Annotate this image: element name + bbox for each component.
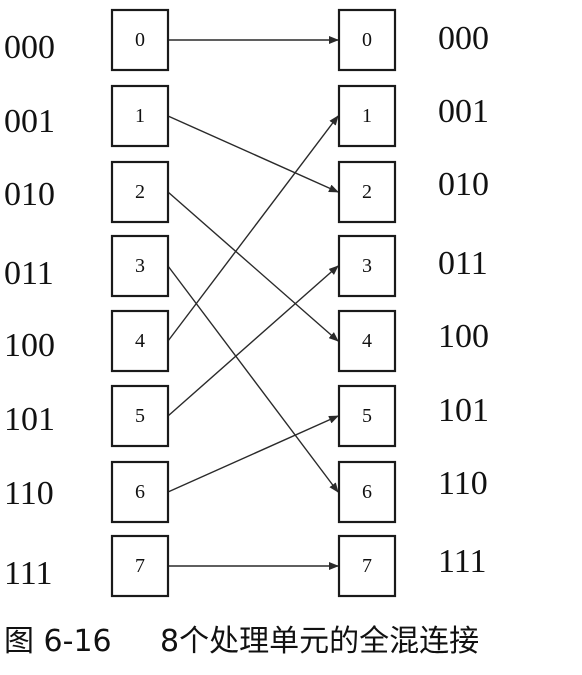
- right-node-7: 7: [337, 534, 397, 598]
- left-node-0: 0: [110, 8, 170, 72]
- left-node-box: [110, 234, 170, 298]
- edge-3-to-6: [167, 265, 339, 493]
- right-binary-label-7: 111: [438, 543, 486, 580]
- left-node-box: [110, 384, 170, 448]
- right-binary-label-4: 100: [438, 318, 489, 355]
- right-node-4: 4: [337, 309, 397, 373]
- left-node-4: 4: [110, 309, 170, 373]
- right-binary-label-2: 010: [438, 166, 489, 203]
- left-node-6: 6: [110, 460, 170, 524]
- right-node-6: 6: [337, 460, 397, 524]
- left-binary-label-5: 101: [4, 401, 55, 438]
- left-binary-label-1: 001: [4, 103, 55, 140]
- right-node-box: [337, 384, 397, 448]
- left-node-box: [110, 534, 170, 598]
- left-node-3: 3: [110, 234, 170, 298]
- figure-caption: 图 6-16 8个处理单元的全混连接: [4, 624, 479, 659]
- right-node-number: 7: [362, 555, 372, 577]
- left-node-box: [110, 309, 170, 373]
- right-binary-label-5: 101: [438, 392, 489, 429]
- left-node-box: [110, 160, 170, 224]
- left-binary-label-0: 000: [4, 29, 55, 66]
- left-node-number: 1: [135, 105, 145, 127]
- edge-1-to-2: [167, 115, 339, 193]
- right-node-number: 6: [362, 481, 372, 503]
- right-node-3: 3: [337, 234, 397, 298]
- left-node-number: 4: [135, 330, 145, 352]
- right-node-1: 1: [337, 84, 397, 148]
- right-node-number: 5: [362, 405, 372, 427]
- left-binary-label-7: 111: [4, 555, 52, 592]
- left-node-number: 5: [135, 405, 145, 427]
- right-node-column: 0 1 2 3 4 5 6 7: [337, 8, 397, 598]
- left-node-box: [110, 460, 170, 524]
- edge-4-to-1: [167, 115, 339, 342]
- right-binary-labels: 000 001 010 011 100 101 110 111: [438, 20, 489, 580]
- left-node-5: 5: [110, 384, 170, 448]
- right-binary-label-1: 001: [438, 93, 489, 130]
- left-node-1: 1: [110, 84, 170, 148]
- left-binary-label-6: 110: [4, 475, 54, 512]
- right-binary-label-6: 110: [438, 465, 488, 502]
- left-binary-label-3: 011: [4, 255, 54, 292]
- left-binary-label-4: 100: [4, 327, 55, 364]
- left-node-number: 0: [135, 29, 145, 51]
- right-node-5: 5: [337, 384, 397, 448]
- right-node-box: [337, 534, 397, 598]
- edge-5-to-3: [167, 265, 339, 417]
- right-node-box: [337, 309, 397, 373]
- right-node-box: [337, 8, 397, 72]
- edge-2-to-4: [167, 191, 339, 342]
- right-node-box: [337, 460, 397, 524]
- connection-edges: [167, 36, 339, 570]
- caption-title: 8个处理单元的全混连接: [160, 624, 479, 659]
- left-node-number: 3: [135, 255, 145, 277]
- right-node-2: 2: [337, 160, 397, 224]
- right-node-box: [337, 84, 397, 148]
- left-node-number: 6: [135, 481, 145, 503]
- left-binary-labels: 000 001 010 011 100 101 110 111: [4, 29, 55, 592]
- right-node-box: [337, 234, 397, 298]
- right-node-number: 4: [362, 330, 372, 352]
- right-binary-label-0: 000: [438, 20, 489, 57]
- right-node-number: 2: [362, 181, 372, 203]
- right-node-number: 3: [362, 255, 372, 277]
- right-node-box: [337, 160, 397, 224]
- left-node-number: 7: [135, 555, 145, 577]
- right-node-number: 1: [362, 105, 372, 127]
- left-node-number: 2: [135, 181, 145, 203]
- left-node-box: [110, 84, 170, 148]
- left-node-7: 7: [110, 534, 170, 598]
- edge-6-to-5: [167, 415, 339, 493]
- caption-figure-number: 图 6-16: [4, 624, 112, 659]
- right-binary-label-3: 011: [438, 245, 488, 282]
- right-node-number: 0: [362, 29, 372, 51]
- left-binary-label-2: 010: [4, 176, 55, 213]
- left-node-column: 0 1 2 3 4 5 6 7: [110, 8, 170, 598]
- left-node-box: [110, 8, 170, 72]
- left-node-2: 2: [110, 160, 170, 224]
- right-node-0: 0: [337, 8, 397, 72]
